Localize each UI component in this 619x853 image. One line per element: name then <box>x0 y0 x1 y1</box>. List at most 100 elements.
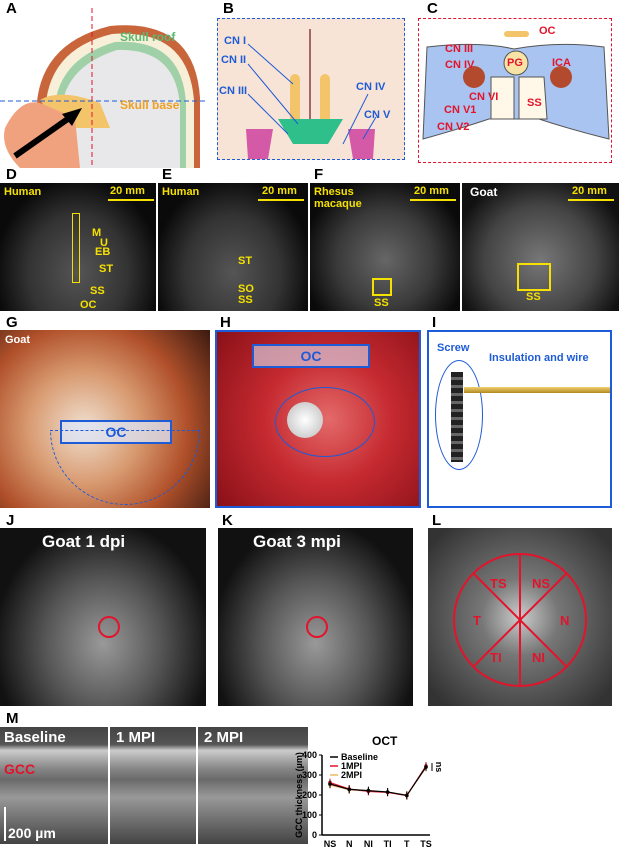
ct-rhesus: Rhesus macaque 20 mm SS <box>310 183 460 311</box>
ct-goat: Goat 20 mm SS <box>462 183 619 311</box>
data-point-Baseline <box>385 790 390 794</box>
screw-electrode-photo: Screw Insulation and wire <box>427 330 612 508</box>
scale-label: 20 mm <box>572 185 607 197</box>
panel-e-letter: E <box>162 166 173 183</box>
scale-bar <box>410 199 456 201</box>
y-tick-label: 0 <box>312 830 317 840</box>
panel-l-letter: L <box>432 512 442 529</box>
scale-label: 20 mm <box>262 185 297 197</box>
oct-1mpi: 1 MPI <box>110 727 196 844</box>
y-tick-label: 400 <box>302 750 317 760</box>
ti-label: TI <box>490 650 502 665</box>
drill-area-outline <box>50 430 200 505</box>
insulation-wire-label: Insulation and wire <box>489 352 589 364</box>
panel-j-letter: J <box>6 512 15 529</box>
panel-h-letter: H <box>220 314 231 331</box>
ct-title: Goat 3 mpi <box>253 532 341 551</box>
cn-iii-label: CN III <box>219 85 248 97</box>
x-tick-label: NS <box>324 839 337 849</box>
pg-label: PG <box>507 57 523 69</box>
cavernous-sinus-schematic: OC CN III CN IV PG ICA CN VI CN V1 CN V2… <box>418 18 612 163</box>
panel-k-letter: K <box>222 512 233 529</box>
species-label: Goat <box>470 185 498 199</box>
scale-bar <box>258 199 304 201</box>
brain-base-schematic: CN I CN II CN III CN IV CN V <box>217 18 405 160</box>
species-label: Goat <box>5 334 31 346</box>
scale-bar <box>4 807 6 841</box>
u-label: U <box>100 237 108 249</box>
photo-goat-surgical: Goat OC <box>0 330 210 508</box>
ss-box <box>372 278 392 296</box>
x-tick-label: N <box>346 839 353 849</box>
cn-v2-label: CN V2 <box>437 121 470 133</box>
cn-v-label: CN V <box>364 109 391 121</box>
st-label: ST <box>99 263 114 275</box>
cn-i-label: CN I <box>224 35 246 47</box>
head-sagittal-schematic <box>0 8 205 168</box>
fundus-image: TS NS T N TI NI <box>428 528 612 706</box>
m-label: M <box>92 227 102 239</box>
screw-head <box>287 402 323 438</box>
skull-base-label: Skull base <box>120 98 180 112</box>
x-tick-label: TI <box>384 839 392 849</box>
ss-label: SS <box>238 294 253 306</box>
ss-label: SS <box>527 97 542 109</box>
oct-2mpi: 2 MPI <box>198 727 308 844</box>
ct-goat-3mpi: Goat 3 mpi <box>218 528 413 706</box>
oc-label: OC <box>80 299 97 311</box>
ct-human-d: Human 20 mm M U EB ST SS OC <box>0 183 156 311</box>
y-tick-label: 100 <box>302 810 317 820</box>
skull-roof-label: Skull roof <box>120 30 176 44</box>
wire-image <box>464 387 610 393</box>
t-label: T <box>473 613 481 628</box>
screw-ellipse <box>435 360 483 470</box>
cn-ii-label: CN II <box>221 54 247 66</box>
ts-label: TS <box>490 576 507 591</box>
cn-v1-label: CN V1 <box>444 104 477 116</box>
significance-label: ns <box>434 762 444 773</box>
scale-label: 200 µm <box>8 825 56 841</box>
data-point-Baseline <box>424 765 428 769</box>
scale-bar <box>568 199 614 201</box>
ica-label: ICA <box>552 57 571 69</box>
series-line-Baseline <box>329 766 427 797</box>
panel-f-letter: F <box>314 166 324 183</box>
scale-label: 20 mm <box>414 185 449 197</box>
screw-image <box>451 372 463 462</box>
y-tick-label: 300 <box>302 770 317 780</box>
eb-label: EB <box>95 246 111 258</box>
ss-label: SS <box>526 291 541 303</box>
st-label: ST <box>238 255 253 267</box>
data-point-Baseline <box>405 793 409 798</box>
ss-label: SS <box>374 297 389 309</box>
path-arrow <box>72 213 80 283</box>
screw-outline <box>275 387 375 457</box>
ct-goat-1dpi: Goat 1 dpi <box>0 528 206 706</box>
ns-label: NS <box>532 576 551 591</box>
ni-label: NI <box>532 650 545 665</box>
n-label: N <box>560 613 570 628</box>
gcc-label: GCC <box>4 761 36 777</box>
panel-m-letter: M <box>6 710 19 727</box>
panel-i-letter: I <box>432 314 437 331</box>
cn-iv-label: CN IV <box>445 59 475 71</box>
cn-iii-label: CN III <box>445 43 474 55</box>
panel-c-letter: C <box>427 0 438 17</box>
ct-title: Goat 1 dpi <box>42 532 126 551</box>
panel-b-letter: B <box>223 0 234 17</box>
data-point-Baseline <box>328 782 332 786</box>
photo-screw-implant: OC <box>215 330 421 508</box>
cn-vi-label: CN VI <box>469 91 499 103</box>
data-point-Baseline <box>347 787 351 792</box>
x-tick-label: TS <box>420 839 432 849</box>
ss-label: SS <box>90 285 105 297</box>
legend-label: Baseline <box>341 752 378 762</box>
panel-g-letter: G <box>6 314 18 331</box>
species-label: Human <box>162 186 200 198</box>
implant-circle <box>306 616 328 638</box>
x-tick-label: NI <box>364 839 373 849</box>
y-tick-label: 200 <box>302 790 317 800</box>
legend-label: 2MPI <box>341 770 362 780</box>
legend-label: 1MPI <box>341 761 362 771</box>
species-label: Human <box>4 186 42 198</box>
